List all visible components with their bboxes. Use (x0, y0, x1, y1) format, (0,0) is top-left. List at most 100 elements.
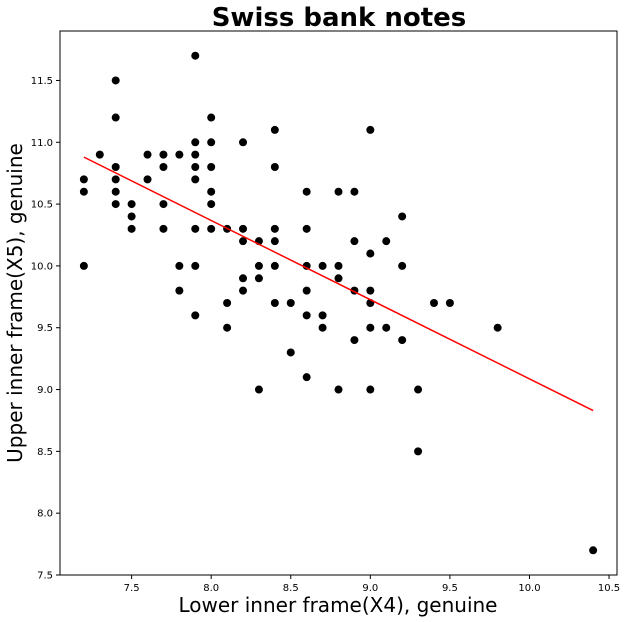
y-tick-label: 11.5 (31, 76, 53, 87)
data-point (79, 187, 88, 196)
data-point (493, 323, 502, 332)
data-point (334, 261, 343, 270)
data-point (302, 187, 311, 196)
y-axis: 7.5 8.0 8.5 9.0 9.5 10.0 10.5 11.0 11.5 (31, 76, 60, 582)
data-point (207, 138, 216, 147)
data-point (207, 113, 216, 122)
data-point (414, 385, 423, 394)
data-point (191, 224, 200, 233)
data-point (366, 249, 375, 258)
y-tick-label: 8.5 (37, 447, 53, 458)
data-point (191, 150, 200, 159)
data-point (191, 163, 200, 171)
data-point (95, 150, 104, 159)
fit-line (83, 156, 594, 412)
data-point (302, 261, 311, 270)
data-point (286, 299, 295, 307)
y-tick-label: 9.5 (37, 323, 53, 334)
data-point (366, 323, 375, 332)
data-point (207, 187, 216, 196)
x-axis: 7.5 8.0 8.5 9.0 9.5 10.0 10.5 (124, 575, 620, 594)
data-point (445, 299, 454, 307)
data-point (191, 261, 200, 270)
data-point (143, 175, 152, 184)
fit-line-layer (83, 156, 594, 412)
data-point (239, 274, 248, 283)
plot-frame (59, 30, 618, 576)
y-tick-label: 7.5 (37, 571, 53, 582)
data-point (239, 237, 248, 246)
data-point (127, 224, 136, 233)
data-point (318, 261, 327, 270)
data-point (302, 286, 311, 295)
x-axis-title: Lower inner frame(X4), genuine (178, 593, 497, 617)
data-point (382, 237, 391, 246)
data-point (79, 175, 88, 184)
data-point (79, 261, 88, 270)
data-point (366, 286, 375, 295)
data-point (175, 150, 184, 159)
data-point (159, 150, 168, 159)
data-point (159, 163, 168, 171)
data-point (254, 385, 263, 394)
data-point (318, 311, 327, 320)
x-tick-label: 9.0 (362, 583, 378, 594)
data-point (398, 261, 407, 270)
data-point (270, 125, 279, 134)
data-point (175, 261, 184, 270)
data-point (223, 299, 232, 307)
chart-title: Swiss bank notes (212, 3, 467, 33)
data-point (207, 200, 216, 209)
data-point (127, 200, 136, 209)
data-point (350, 237, 359, 246)
data-point (334, 274, 343, 283)
data-point (111, 113, 120, 122)
data-point (270, 224, 279, 233)
data-point (175, 286, 184, 295)
data-point (302, 373, 311, 382)
x-tick-label: 10.5 (598, 583, 620, 594)
x-tick-label: 7.5 (124, 583, 140, 594)
data-point (270, 261, 279, 270)
y-tick-label: 10.0 (31, 261, 53, 272)
data-point (302, 224, 311, 233)
data-point (350, 187, 359, 196)
data-point (207, 163, 216, 171)
data-point (366, 125, 375, 134)
data-point (270, 163, 279, 171)
data-point (254, 261, 263, 270)
data-point (254, 274, 263, 283)
data-point (366, 385, 375, 394)
data-point (382, 323, 391, 332)
data-point (286, 348, 295, 357)
y-tick-label: 9.0 (37, 385, 53, 396)
data-point (270, 299, 279, 307)
x-tick-label: 8.0 (203, 583, 219, 594)
data-point (191, 311, 200, 320)
y-tick-label: 11.0 (31, 138, 53, 149)
data-point (239, 224, 248, 233)
data-point (159, 200, 168, 209)
data-point (239, 286, 248, 295)
data-point (191, 51, 200, 60)
data-point (239, 138, 248, 147)
y-axis-title: Upper inner frame(X5), genuine (3, 143, 27, 463)
data-point (191, 175, 200, 184)
data-point (334, 187, 343, 196)
y-tick-label: 8.0 (37, 509, 53, 520)
data-point (398, 212, 407, 221)
x-tick-label: 8.5 (283, 583, 299, 594)
data-point (398, 336, 407, 345)
data-point (350, 336, 359, 345)
data-point (111, 76, 120, 85)
data-point (429, 299, 438, 307)
data-point (223, 323, 232, 332)
data-point (111, 163, 120, 171)
y-tick-label: 10.5 (31, 200, 53, 211)
data-point (414, 447, 423, 456)
x-tick-label: 10.0 (518, 583, 540, 594)
data-point (111, 200, 120, 209)
data-point (143, 150, 152, 159)
